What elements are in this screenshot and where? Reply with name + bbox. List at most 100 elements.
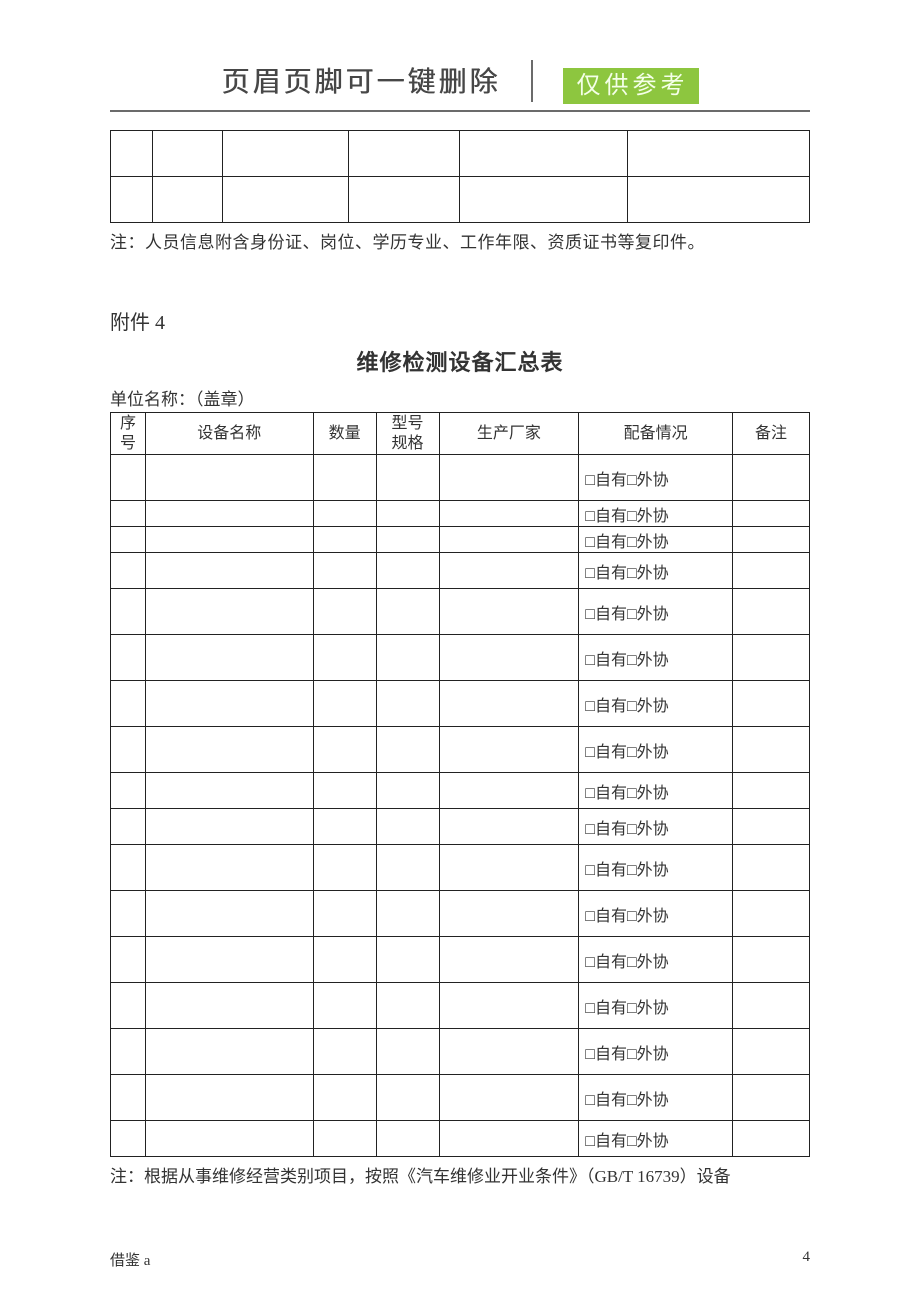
table-cell	[222, 177, 348, 223]
table-cell-maker	[439, 727, 579, 773]
table-cell-status: □自有□外协	[579, 891, 733, 937]
table-cell-maker	[439, 809, 579, 845]
footer-left: 借鉴 a	[110, 1249, 150, 1270]
table-cell-name	[145, 727, 313, 773]
table-cell-remark	[733, 553, 810, 589]
table-cell-model	[376, 553, 439, 589]
table-cell-qty	[313, 527, 376, 553]
table-cell-status: □自有□外协	[579, 527, 733, 553]
table-row: □自有□外协	[111, 635, 810, 681]
table-cell-seq	[111, 635, 146, 681]
table-cell-maker	[439, 937, 579, 983]
table-cell-model	[376, 773, 439, 809]
table-cell-remark	[733, 727, 810, 773]
table-header-row: 序号设备名称数量型号规格生产厂家配备情况备注	[111, 413, 810, 455]
equipment-summary-title: 维修检测设备汇总表	[110, 345, 810, 377]
table-cell-remark	[733, 937, 810, 983]
table-cell-seq	[111, 681, 146, 727]
table-cell-remark	[733, 527, 810, 553]
table-cell-status: □自有□外协	[579, 983, 733, 1029]
table-cell	[348, 177, 460, 223]
table-cell-qty	[313, 553, 376, 589]
note-personnel: 注：人员信息附含身份证、岗位、学历专业、工作年限、资质证书等复印件。	[110, 229, 810, 256]
table-cell-qty	[313, 1029, 376, 1075]
table-cell-model	[376, 1075, 439, 1121]
table-cell-status: □自有□外协	[579, 681, 733, 727]
table-cell-maker	[439, 1121, 579, 1157]
table-cell-qty	[313, 773, 376, 809]
table-cell-name	[145, 1121, 313, 1157]
table-cell-maker	[439, 773, 579, 809]
table-cell-qty	[313, 589, 376, 635]
table-cell-maker	[439, 501, 579, 527]
table-row: □自有□外协	[111, 1075, 810, 1121]
table-cell-seq	[111, 1121, 146, 1157]
table-cell-maker	[439, 589, 579, 635]
table-cell-remark	[733, 1121, 810, 1157]
table-row: □自有□外协	[111, 937, 810, 983]
table-cell-maker	[439, 681, 579, 727]
table-cell-qty	[313, 1121, 376, 1157]
table-cell-seq	[111, 773, 146, 809]
header-badge-wrap: 仅供参考	[563, 68, 699, 104]
column-header-remark: 备注	[733, 413, 810, 455]
table-cell-qty	[313, 1075, 376, 1121]
table-cell-remark	[733, 635, 810, 681]
table-cell-remark	[733, 681, 810, 727]
table-cell-model	[376, 527, 439, 553]
table-cell-remark	[733, 845, 810, 891]
table-cell	[152, 131, 222, 177]
table-cell-model	[376, 501, 439, 527]
table-row: □自有□外协	[111, 1121, 810, 1157]
table-cell-status: □自有□外协	[579, 809, 733, 845]
table-cell-name	[145, 501, 313, 527]
table-cell-qty	[313, 809, 376, 845]
table-cell-status: □自有□外协	[579, 553, 733, 589]
table-cell-name	[145, 773, 313, 809]
attachment-label: 附件 4	[110, 306, 810, 335]
table-cell	[460, 131, 628, 177]
table-cell-model	[376, 681, 439, 727]
table-cell-remark	[733, 501, 810, 527]
table-cell-model	[376, 635, 439, 681]
table-cell-seq	[111, 455, 146, 501]
table-cell-remark	[733, 773, 810, 809]
table-cell-status: □自有□外协	[579, 1121, 733, 1157]
table-cell-status: □自有□外协	[579, 1075, 733, 1121]
table-cell-name	[145, 1029, 313, 1075]
table-row: □自有□外协	[111, 681, 810, 727]
table-cell-maker	[439, 891, 579, 937]
table-cell-model	[376, 727, 439, 773]
table-row: □自有□外协	[111, 845, 810, 891]
table-cell-name	[145, 937, 313, 983]
table-cell-maker	[439, 845, 579, 891]
table-row: □自有□外协	[111, 983, 810, 1029]
table-cell-model	[376, 845, 439, 891]
column-header-maker: 生产厂家	[439, 413, 579, 455]
table-cell-seq	[111, 553, 146, 589]
table-cell-name	[145, 589, 313, 635]
table-cell-qty	[313, 983, 376, 1029]
table-row: □自有□外协	[111, 589, 810, 635]
table-cell-qty	[313, 635, 376, 681]
table-cell-model	[376, 809, 439, 845]
table-cell-maker	[439, 553, 579, 589]
table-cell	[222, 131, 348, 177]
table-cell-maker	[439, 983, 579, 1029]
table-cell-name	[145, 891, 313, 937]
table-cell	[152, 177, 222, 223]
table-row: □自有□外协	[111, 809, 810, 845]
table-cell-qty	[313, 727, 376, 773]
table-cell-seq	[111, 589, 146, 635]
header-title: 页眉页脚可一键删除	[221, 60, 500, 104]
table-cell-status: □自有□外协	[579, 773, 733, 809]
table-cell-name	[145, 635, 313, 681]
table-cell-remark	[733, 1029, 810, 1075]
table-cell-status: □自有□外协	[579, 845, 733, 891]
column-header-model: 型号规格	[376, 413, 439, 455]
table-cell-status: □自有□外协	[579, 635, 733, 681]
table-cell-qty	[313, 455, 376, 501]
table-cell-maker	[439, 527, 579, 553]
column-header-name: 设备名称	[145, 413, 313, 455]
table-row: □自有□外协	[111, 553, 810, 589]
